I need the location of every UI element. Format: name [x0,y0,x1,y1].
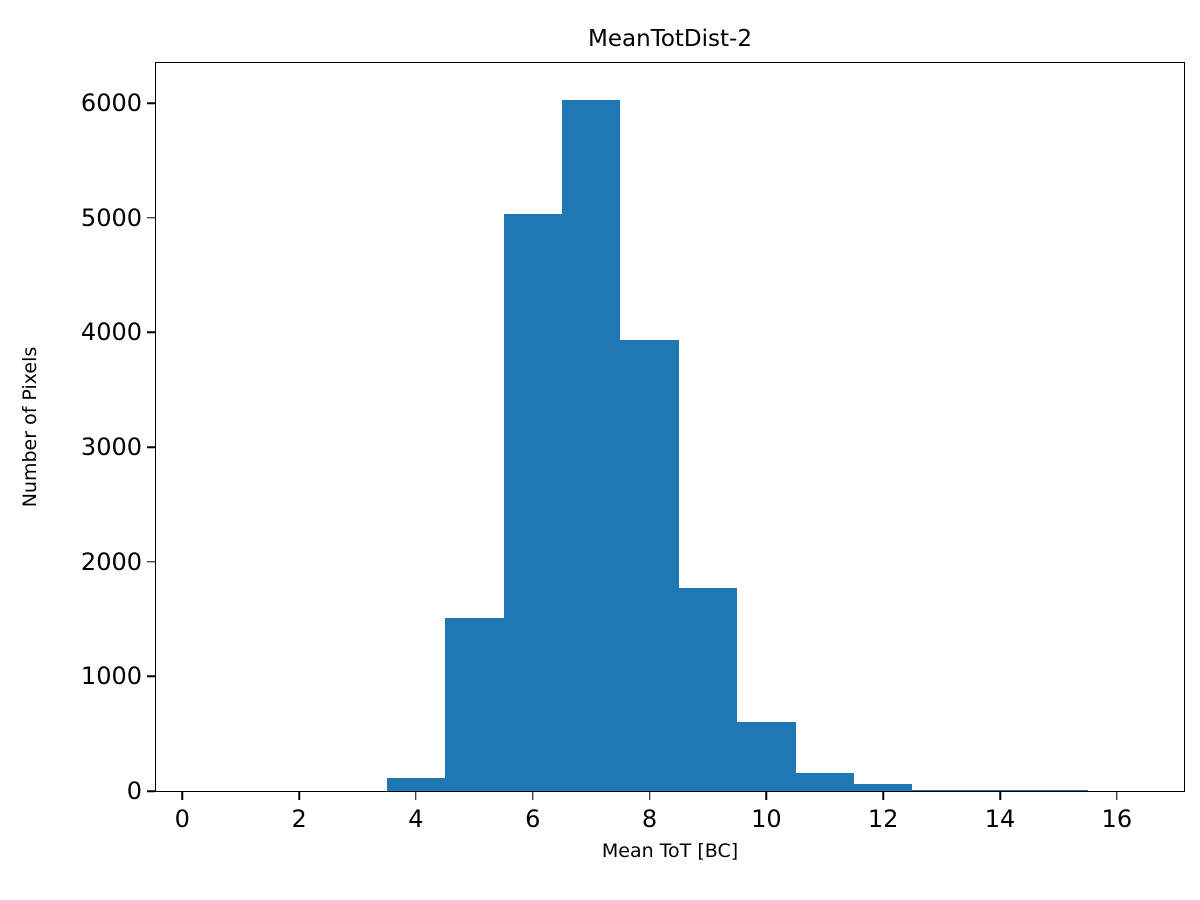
x-tick-label: 12 [867,805,899,833]
x-tick-label: 4 [408,805,424,833]
y-tick-label: 3000 [80,433,142,462]
plot-area: 0 2 4 6 8 10 12 14 16 0 1000 2000 3000 4000 5000 6000 [81,62,1185,833]
chart-title: MeanTotDist-2 [588,26,752,52]
x-tick-mark [531,792,534,800]
x-tick-label: 16 [1101,805,1133,833]
x-tick-label: 2 [291,805,307,833]
histogram-bar [970,790,1030,791]
y-tick-mark [147,102,155,104]
histogram-bar [386,778,446,791]
x-tick-label: 0 [174,805,190,833]
y-tick-mark [147,560,155,563]
histogram-bar [853,784,913,791]
x-tick-label: 8 [641,805,658,833]
x-tick-label: 10 [751,805,782,833]
histogram-bar [503,214,562,791]
y-tick-mark [147,446,155,448]
x-tick-label: 6 [525,805,541,833]
y-tick-label: 6000 [80,89,142,118]
y-tick-mark [147,331,155,334]
y-tick-mark [147,790,155,792]
x-tick-mark [882,792,884,800]
y-tick-mark [147,675,155,678]
histogram-bar [561,99,621,791]
x-tick-mark [648,792,651,800]
y-tick-label: 1000 [80,662,142,691]
y-tick-label: 5000 [80,203,142,232]
histogram-bars-layer [156,63,1184,791]
histogram-bar [1029,790,1088,791]
y-tick-label: 4000 [80,318,142,347]
histogram-bar [678,588,738,791]
histogram-bar [737,722,796,791]
x-tick-mark [415,792,417,800]
histogram-bar [445,617,504,791]
y-tick-label: 2000 [80,547,142,576]
histogram-bar [620,340,679,791]
histogram-bar [912,789,971,791]
y-axis-label: Number of Pixels [19,346,41,508]
y-tick-mark [147,217,155,219]
x-tick-mark [181,792,184,800]
x-axis-label: Mean ToT [BC] [601,840,739,862]
x-tick-label: 14 [984,805,1016,833]
y-tick-label: 0 [126,777,142,805]
x-tick-mark [999,792,1001,800]
x-tick-mark [298,792,300,800]
x-tick-mark [1116,792,1118,800]
x-tick-mark [765,792,768,800]
histogram-bar [795,772,854,791]
